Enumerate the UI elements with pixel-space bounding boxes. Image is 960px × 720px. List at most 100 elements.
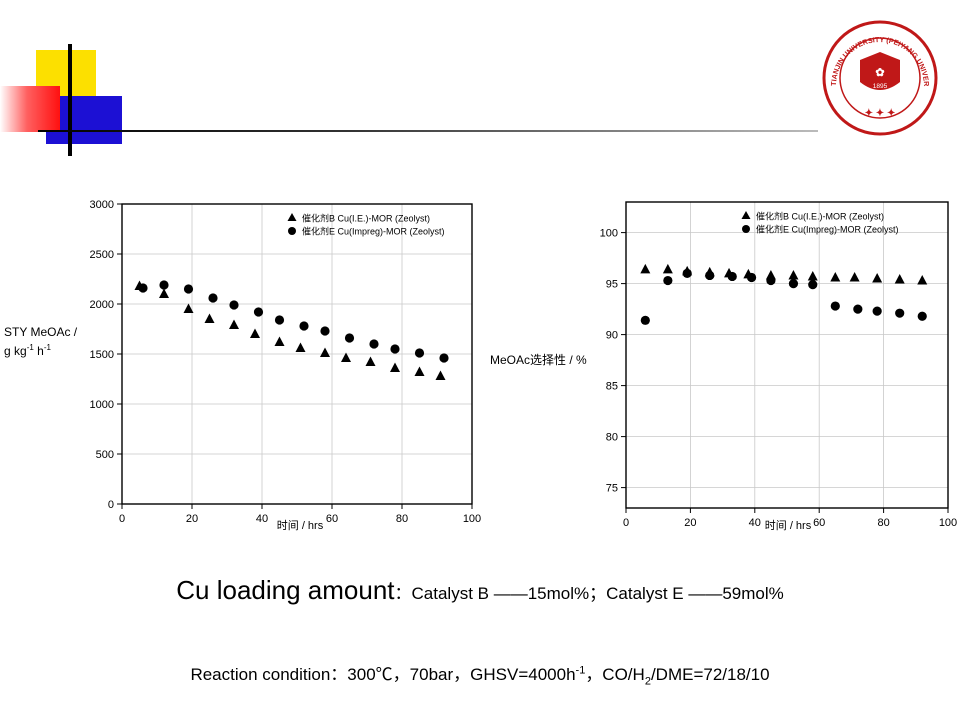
sel-point-triangle bbox=[917, 275, 928, 285]
sty-xlabel: 时间 / hrs bbox=[277, 519, 324, 532]
sel-point-triangle bbox=[894, 274, 905, 284]
sel-point-circle bbox=[872, 306, 882, 316]
sty-ytick-label: 3000 bbox=[90, 199, 114, 211]
sty-point-triangle bbox=[295, 342, 306, 352]
sty-point-triangle bbox=[274, 336, 285, 346]
sel-ytick-label: 90 bbox=[606, 330, 618, 342]
sel-point-circle bbox=[917, 311, 927, 321]
sel-point-circle bbox=[766, 275, 776, 286]
sty-ylabel-line1: STY MeOAc / bbox=[4, 325, 78, 339]
sty-point-triangle bbox=[414, 366, 425, 376]
sel-xtick-label: 20 bbox=[684, 517, 696, 529]
sty-xtick-label: 60 bbox=[326, 513, 338, 525]
sty-point-triangle bbox=[320, 347, 330, 357]
sty-ytick-label: 1000 bbox=[90, 399, 114, 411]
sel-legend-triangle-icon bbox=[741, 211, 751, 219]
sel-point-circle bbox=[895, 308, 905, 318]
sty-point-triangle bbox=[229, 319, 239, 329]
selectivity-xlabel: 时间 / hrs bbox=[765, 519, 812, 532]
sel-point-circle bbox=[746, 272, 757, 283]
logo-year: 1895 bbox=[873, 83, 888, 90]
sty-ytick-label: 1500 bbox=[90, 349, 114, 361]
loading-caption: Cu loading amount：Catalyst B ——15mol%；Ca… bbox=[0, 575, 960, 606]
sel-point-triangle bbox=[662, 263, 673, 274]
loading-caption-detail: ：Catalyst B ——15mol%；Catalyst E ——59mol% bbox=[394, 584, 784, 603]
sty-point-triangle bbox=[204, 313, 215, 323]
sel-point-circle bbox=[682, 268, 692, 278]
sty-point-triangle bbox=[183, 303, 194, 313]
sty-xtick-label: 0 bbox=[119, 513, 125, 525]
selectivity-ylabel: MeOAc选择性 / % bbox=[490, 353, 587, 367]
sty-point-circle bbox=[138, 283, 148, 293]
sty-point-circle bbox=[159, 280, 169, 290]
sel-ytick-label: 85 bbox=[606, 381, 618, 393]
horizontal-rule bbox=[38, 130, 818, 132]
sel-ytick-label: 75 bbox=[606, 483, 618, 495]
sty-legend-label: 催化剂B Cu(I.E.)-MOR (Zeolyst) bbox=[302, 213, 430, 224]
sty-xtick-label: 40 bbox=[256, 513, 268, 525]
sel-point-triangle bbox=[830, 271, 841, 282]
sel-point-circle bbox=[663, 275, 673, 286]
sty-point-triangle bbox=[435, 370, 446, 380]
sel-xtick-label: 40 bbox=[749, 517, 761, 529]
sty-ytick-label: 500 bbox=[96, 449, 114, 461]
sel-point-circle bbox=[705, 270, 715, 281]
sty-ytick-label: 2500 bbox=[90, 249, 114, 261]
reaction-caption: Reaction condition：300℃，70bar，GHSV=4000h… bbox=[190, 664, 770, 688]
sel-point-triangle bbox=[788, 269, 799, 280]
sel-ytick-label: 80 bbox=[606, 432, 618, 444]
sty-ytick-label: 0 bbox=[108, 499, 114, 511]
sel-point-triangle bbox=[807, 270, 818, 281]
sty-point-circle bbox=[299, 321, 309, 331]
sty-point-circle bbox=[274, 315, 285, 325]
sel-legend-label: 催化剂E Cu(Impreg)-MOR (Zeolyst) bbox=[756, 224, 899, 235]
sty-point-circle bbox=[320, 326, 330, 336]
sty-point-triangle bbox=[250, 328, 260, 338]
sel-legend-circle-icon bbox=[742, 225, 750, 233]
sel-xtick-label: 60 bbox=[813, 517, 825, 529]
sel-point-circle bbox=[808, 280, 818, 290]
sty-point-circle bbox=[414, 348, 425, 358]
selectivity-chart-frame bbox=[625, 201, 949, 509]
sel-point-triangle bbox=[640, 263, 651, 274]
sty-point-triangle bbox=[341, 352, 351, 362]
sel-point-triangle bbox=[872, 273, 883, 283]
sty-ytick-label: 2000 bbox=[90, 299, 114, 311]
sel-xtick-label: 100 bbox=[939, 517, 957, 529]
red-block bbox=[0, 86, 60, 132]
sty-point-circle bbox=[369, 339, 379, 349]
sty-xtick-label: 80 bbox=[396, 513, 408, 525]
sty-point-circle bbox=[253, 307, 264, 317]
sty-point-triangle bbox=[390, 362, 400, 372]
sty-legend-label: 催化剂E Cu(Impreg)-MOR (Zeolyst) bbox=[302, 226, 445, 237]
selectivity-chart-grid bbox=[625, 202, 949, 508]
sel-xtick-label: 0 bbox=[623, 517, 629, 529]
sel-point-circle bbox=[788, 279, 799, 289]
loading-caption-main: Cu loading amount bbox=[176, 575, 395, 605]
sty-xtick-label: 100 bbox=[463, 513, 481, 525]
sty-point-circle bbox=[229, 300, 239, 310]
sty-legend-triangle-icon bbox=[287, 213, 297, 221]
sty-point-circle bbox=[183, 284, 194, 294]
sel-ytick-label: 100 bbox=[600, 228, 618, 240]
selectivity-chart: 0 20 40 60 80 100 75 80 85 90 95 100 催化剂B Cu(I.E.)-… bbox=[490, 201, 957, 532]
sel-legend-label: 催化剂B Cu(I.E.)-MOR (Zeolyst) bbox=[756, 211, 884, 222]
sty-point-circle bbox=[439, 353, 449, 363]
sel-point-circle bbox=[727, 271, 737, 282]
sel-point-circle bbox=[830, 301, 840, 311]
sty-point-circle bbox=[344, 333, 355, 343]
sel-ytick-label: 95 bbox=[606, 279, 618, 291]
sel-point-triangle bbox=[849, 271, 860, 282]
sty-point-circle bbox=[208, 293, 218, 303]
sel-point-circle bbox=[853, 304, 863, 314]
sel-point-circle bbox=[640, 315, 650, 325]
svg-text:✿: ✿ bbox=[875, 67, 884, 79]
vertical-rule bbox=[68, 44, 72, 156]
sty-ylabel-line2: g kg-1 h-1 bbox=[4, 343, 51, 358]
sty-point-triangle bbox=[365, 356, 376, 366]
sty-legend-circle-icon bbox=[288, 227, 296, 235]
sty-point-circle bbox=[390, 344, 400, 354]
sty-xtick-label: 20 bbox=[186, 513, 198, 525]
sel-xtick-label: 80 bbox=[877, 517, 889, 529]
